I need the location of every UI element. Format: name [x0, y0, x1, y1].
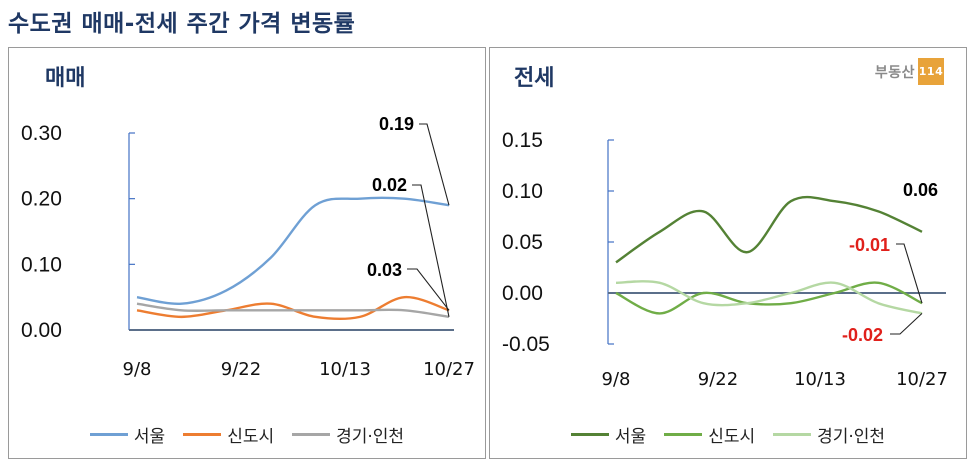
data-label: -0.02 [842, 325, 883, 345]
x-tick-label: 9/22 [698, 369, 738, 390]
chart-sale: 0.00 0.10 0.20 0.30 9/8 9/22 10/13 10/27 0.19 0.0… [21, 114, 475, 380]
y-tick-label: 0.30 [21, 122, 62, 145]
x-tick-label: 9/22 [221, 359, 261, 380]
panel-title-jeonse: 전세 [514, 66, 555, 91]
y-tick-label: 0.20 [21, 188, 62, 211]
data-label: -0.01 [849, 235, 890, 255]
x-tick-label: 10/13 [319, 359, 371, 380]
legend-item: 경기·인천 [292, 422, 404, 447]
panel-jeonse: 전세 부동산 114 -0.05 0.00 0.05 0.10 0.15 9/8 9/22 1… [489, 47, 967, 459]
legend-label: 서울 [133, 427, 166, 447]
legend-item: 서울 [89, 422, 166, 447]
panel-sale: 매매 0.00 0.10 0.20 0.30 9/8 9/22 10/13 10/27 0.19… [8, 47, 486, 459]
x-tick-label: 9/8 [123, 359, 152, 380]
legend-swatch [664, 433, 703, 436]
legend-jeonse: 서울 신도시 경기·인천 [490, 422, 966, 447]
legend-item: 신도시 [183, 422, 274, 447]
legend-label: 서울 [614, 427, 647, 447]
y-tick-label: -0.05 [502, 333, 550, 356]
data-label: 0.02 [372, 175, 407, 195]
legend-swatch [183, 433, 222, 436]
series-line-1 [136, 196, 450, 306]
data-label: 0.06 [903, 180, 938, 200]
x-tick-label: 10/13 [794, 369, 846, 390]
legend-sale: 서울 신도시 경기·인천 [9, 422, 485, 447]
panel-title-sale: 매매 [45, 66, 86, 91]
y-tick-label: 0.10 [21, 253, 62, 276]
chart-jeonse: -0.05 0.00 0.05 0.10 0.15 9/8 9/22 10/13 10/27 0.… [502, 129, 948, 390]
data-label: 0.19 [379, 114, 414, 134]
annotation-leader [407, 268, 450, 311]
x-tick-label: 10/27 [423, 359, 475, 380]
brand-box: 114 [918, 58, 944, 85]
y-tick-label: 0.00 [502, 282, 543, 305]
data-label: 0.03 [367, 260, 402, 280]
legend-swatch [89, 433, 128, 436]
legend-label: 신도시 [227, 427, 275, 447]
legend-label: 신도시 [708, 427, 756, 447]
legend-label: 경기·인천 [336, 427, 405, 447]
y-tick-label: 0.10 [502, 180, 543, 203]
x-tick-label: 9/8 [602, 369, 631, 390]
annotation-leader [419, 123, 450, 206]
series-line-3 [615, 280, 923, 315]
page-title: 수도권 매매-전세 주간 가격 변동률 [8, 11, 356, 37]
x-tick-label: 10/27 [896, 369, 948, 390]
series-line-2 [136, 295, 450, 321]
legend-swatch [773, 433, 812, 436]
legend-swatch [292, 433, 331, 436]
y-tick-label: 0.00 [21, 319, 62, 342]
series-line-2 [615, 281, 923, 315]
brand-text: 부동산 [874, 64, 915, 81]
legend-item: 경기·인천 [773, 422, 885, 447]
legend-item: 서울 [570, 422, 647, 447]
annotation-leader [896, 243, 923, 304]
y-tick-label: 0.15 [502, 129, 543, 152]
legend-label: 경기·인천 [817, 427, 886, 447]
y-tick-label: 0.05 [502, 231, 543, 254]
annotation-leader [890, 312, 923, 335]
legend-swatch [570, 433, 609, 436]
series-line-1 [615, 195, 923, 264]
brand-logo: 부동산 114 [875, 58, 944, 85]
legend-item: 신도시 [664, 422, 755, 447]
series-line-3 [136, 302, 450, 319]
annotation-leader [412, 184, 450, 317]
